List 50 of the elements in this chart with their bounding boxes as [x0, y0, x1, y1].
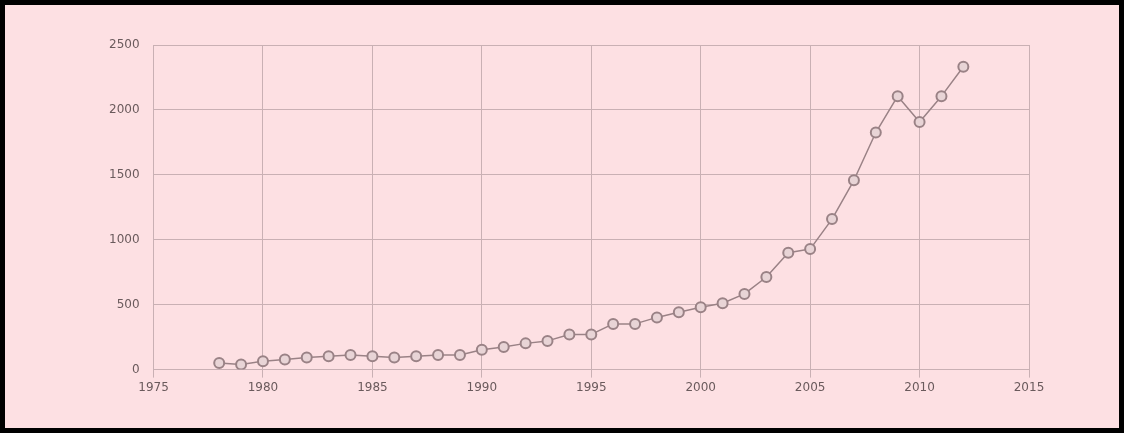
point	[453, 349, 466, 362]
point	[519, 337, 532, 350]
point	[738, 287, 751, 300]
y-tick-label: 1000	[108, 231, 140, 246]
x-tick-label: 1990	[466, 379, 498, 394]
y-tick-label: 2000	[108, 102, 140, 117]
point	[629, 317, 642, 330]
point	[957, 60, 970, 73]
point	[475, 343, 488, 356]
point	[388, 351, 401, 364]
point	[563, 328, 576, 341]
y-tick-label: 0	[131, 361, 140, 376]
point	[278, 353, 291, 366]
point	[607, 317, 620, 330]
x-tick-label: 2000	[685, 379, 716, 394]
x-tick-label: 1985	[357, 379, 388, 394]
x-tick-label: 1980	[247, 379, 279, 394]
point	[760, 271, 773, 284]
x-tick-label: 2005	[794, 379, 826, 394]
point	[235, 358, 248, 370]
point	[650, 311, 663, 324]
point	[694, 301, 707, 314]
point	[935, 90, 948, 103]
point	[826, 213, 839, 226]
point	[913, 116, 926, 128]
point	[497, 341, 510, 354]
x-tick-label: 2015	[1013, 379, 1045, 394]
y-tick-label: 2500	[108, 37, 140, 52]
point	[410, 350, 423, 363]
point	[366, 350, 379, 363]
point	[585, 328, 598, 341]
point	[804, 243, 817, 256]
point	[891, 90, 904, 103]
point	[716, 297, 729, 310]
point	[256, 355, 269, 368]
point	[847, 174, 860, 187]
point	[322, 350, 335, 363]
point	[213, 357, 226, 370]
y-tick-label: 500	[116, 296, 140, 311]
x-tick-label: 1975	[138, 379, 169, 394]
point	[432, 349, 445, 362]
x-tick-label: 1995	[576, 379, 607, 394]
point	[344, 349, 357, 362]
point	[300, 351, 313, 364]
x-tick-label: 2010	[904, 379, 935, 394]
y-tick-label: 1500	[108, 166, 140, 181]
point	[672, 306, 685, 319]
point	[782, 246, 795, 259]
point	[869, 126, 882, 139]
point	[541, 334, 554, 347]
